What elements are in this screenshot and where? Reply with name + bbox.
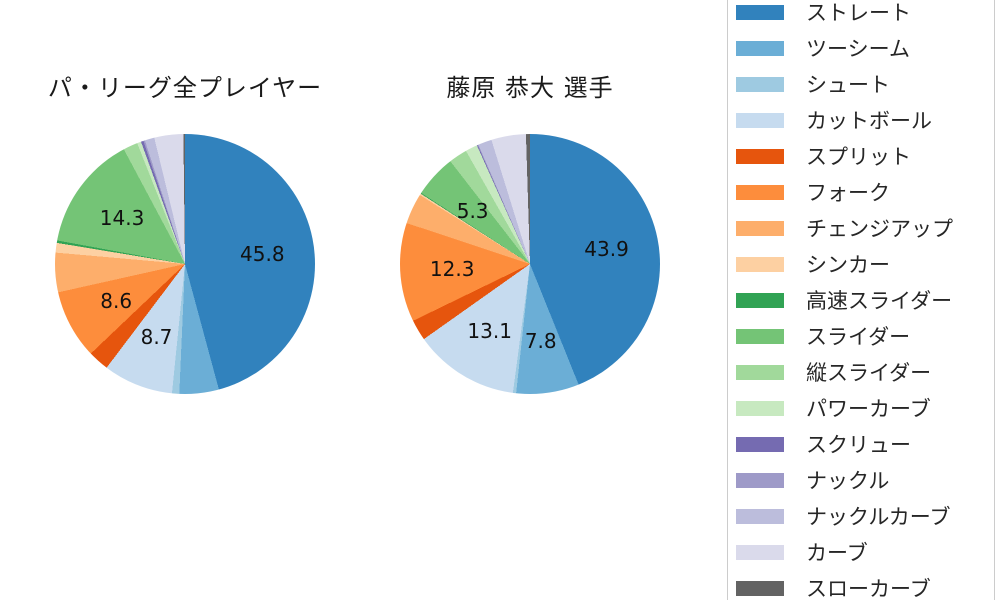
legend-item: 縦スライダー (736, 354, 994, 390)
legend-label: スライダー (806, 325, 911, 349)
legend-label: スクリュー (806, 433, 911, 457)
legend-label: スローカーブ (806, 577, 931, 600)
legend-item: ナックル (736, 462, 994, 498)
legend-item: カットボール (736, 102, 994, 138)
legend-label: チェンジアップ (806, 217, 953, 241)
pie-chart-0 (55, 134, 315, 394)
pie-chart-0-title: パ・リーグ全プレイヤー (47, 74, 323, 102)
legend-label: シンカー (806, 253, 890, 277)
legend-label: スプリット (806, 145, 911, 169)
legend-item: チェンジアップ (736, 210, 994, 246)
legend-label: フォーク (806, 181, 890, 205)
legend-item: スプリット (736, 138, 994, 174)
legend-label: 縦スライダー (806, 361, 932, 385)
legend-swatch (736, 40, 784, 56)
legend-swatch (736, 472, 784, 488)
legend-label: カットボール (806, 109, 932, 133)
legend-label: カーブ (806, 541, 868, 565)
legend-item: カーブ (736, 534, 994, 570)
legend-label: ナックル (806, 469, 890, 493)
legend-swatch (736, 436, 784, 452)
legend-items: ストレートツーシームシュートカットボール スプリットフォークチェンジアップ シンカー… (736, 0, 994, 600)
pie-chart-1-title: 藤原 恭大 選手 (446, 74, 614, 102)
legend-swatch (736, 580, 784, 596)
legend-item: シュート (736, 66, 994, 102)
legend-swatch (736, 364, 784, 380)
legend-label: ナックルカーブ (806, 505, 951, 529)
legend-swatch (736, 400, 784, 416)
legend-item: ナックルカーブ (736, 498, 994, 534)
legend-item: 高速スライダー (736, 282, 994, 318)
legend-item: ストレート (736, 0, 994, 30)
legend-swatch (736, 292, 784, 308)
legend-swatch (736, 508, 784, 524)
legend: ストレートツーシームシュートカットボール スプリットフォークチェンジアップ シンカー… (727, 0, 995, 600)
legend-swatch (736, 76, 784, 92)
legend-label: シュート (806, 73, 890, 97)
legend-label: 高速スライダー (806, 289, 953, 313)
legend-swatch (736, 220, 784, 236)
legend-swatch (736, 148, 784, 164)
legend-swatch (736, 256, 784, 272)
legend-label: パワーカーブ (806, 397, 931, 421)
legend-label: ツーシーム (806, 37, 910, 61)
legend-swatch (736, 184, 784, 200)
legend-swatch (736, 328, 784, 344)
legend-item: スローカーブ (736, 570, 994, 600)
legend-label: ストレート (806, 1, 911, 25)
legend-item: ツーシーム (736, 30, 994, 66)
legend-swatch (736, 112, 784, 128)
pie-chart-1 (400, 134, 660, 394)
legend-item: シンカー (736, 246, 994, 282)
legend-item: スクリュー (736, 426, 994, 462)
legend-item: スライダー (736, 318, 994, 354)
legend-item: パワーカーブ (736, 390, 994, 426)
legend-swatch (736, 4, 784, 20)
legend-item: フォーク (736, 174, 994, 210)
legend-swatch (736, 544, 784, 560)
